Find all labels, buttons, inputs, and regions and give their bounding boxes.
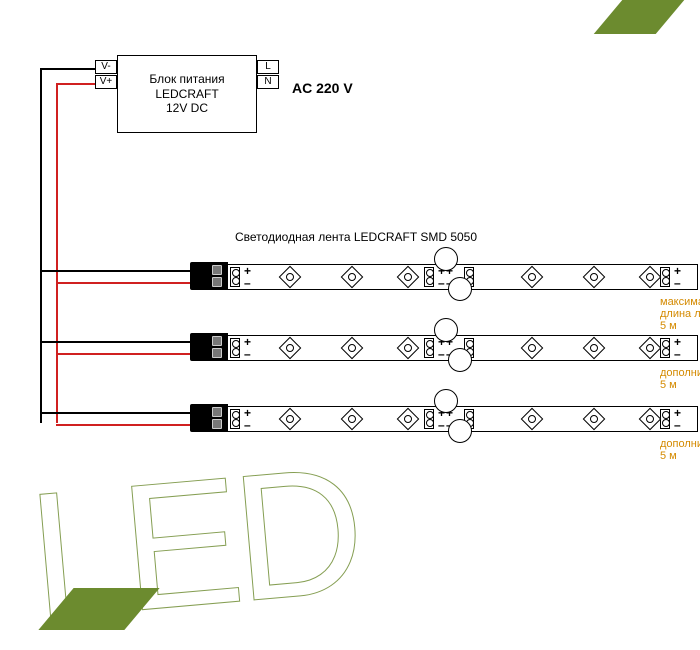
terminal-v-minus: V- — [95, 60, 117, 74]
watermark-shape-top — [594, 0, 685, 34]
power-supply-block: Блок питания LEDCRAFT 12V DC — [117, 55, 257, 133]
wiring-diagram: Блок питания LEDCRAFT 12V DC V- V+ L N A… — [0, 0, 700, 650]
psu-line3: 12V DC — [118, 101, 256, 115]
psu-line1: Блок питания — [118, 72, 256, 86]
led-strip-1: +–+–+–+– — [190, 258, 698, 294]
watermark-text: LED — [22, 426, 365, 650]
led-strip-3: +–+–+–+– — [190, 400, 698, 436]
psu-line2: LEDCRAFT — [118, 87, 256, 101]
strip-3-annotation: дополнительные 5 м — [660, 438, 700, 462]
watermark-shape-bottom — [38, 588, 159, 630]
terminal-n: N — [257, 75, 279, 89]
ac-voltage-label: AC 220 V — [292, 80, 353, 96]
strip-2-annotation: дополнительные 5 м — [660, 367, 700, 391]
strip-title: Светодиодная лента LEDCRAFT SMD 5050 — [235, 230, 477, 244]
terminal-v-plus: V+ — [95, 75, 117, 89]
strip-1-annotation: максимальная длина ленты 5 м — [660, 296, 700, 332]
led-strip-2: +–+–+–+– — [190, 329, 698, 365]
terminal-l: L — [257, 60, 279, 74]
